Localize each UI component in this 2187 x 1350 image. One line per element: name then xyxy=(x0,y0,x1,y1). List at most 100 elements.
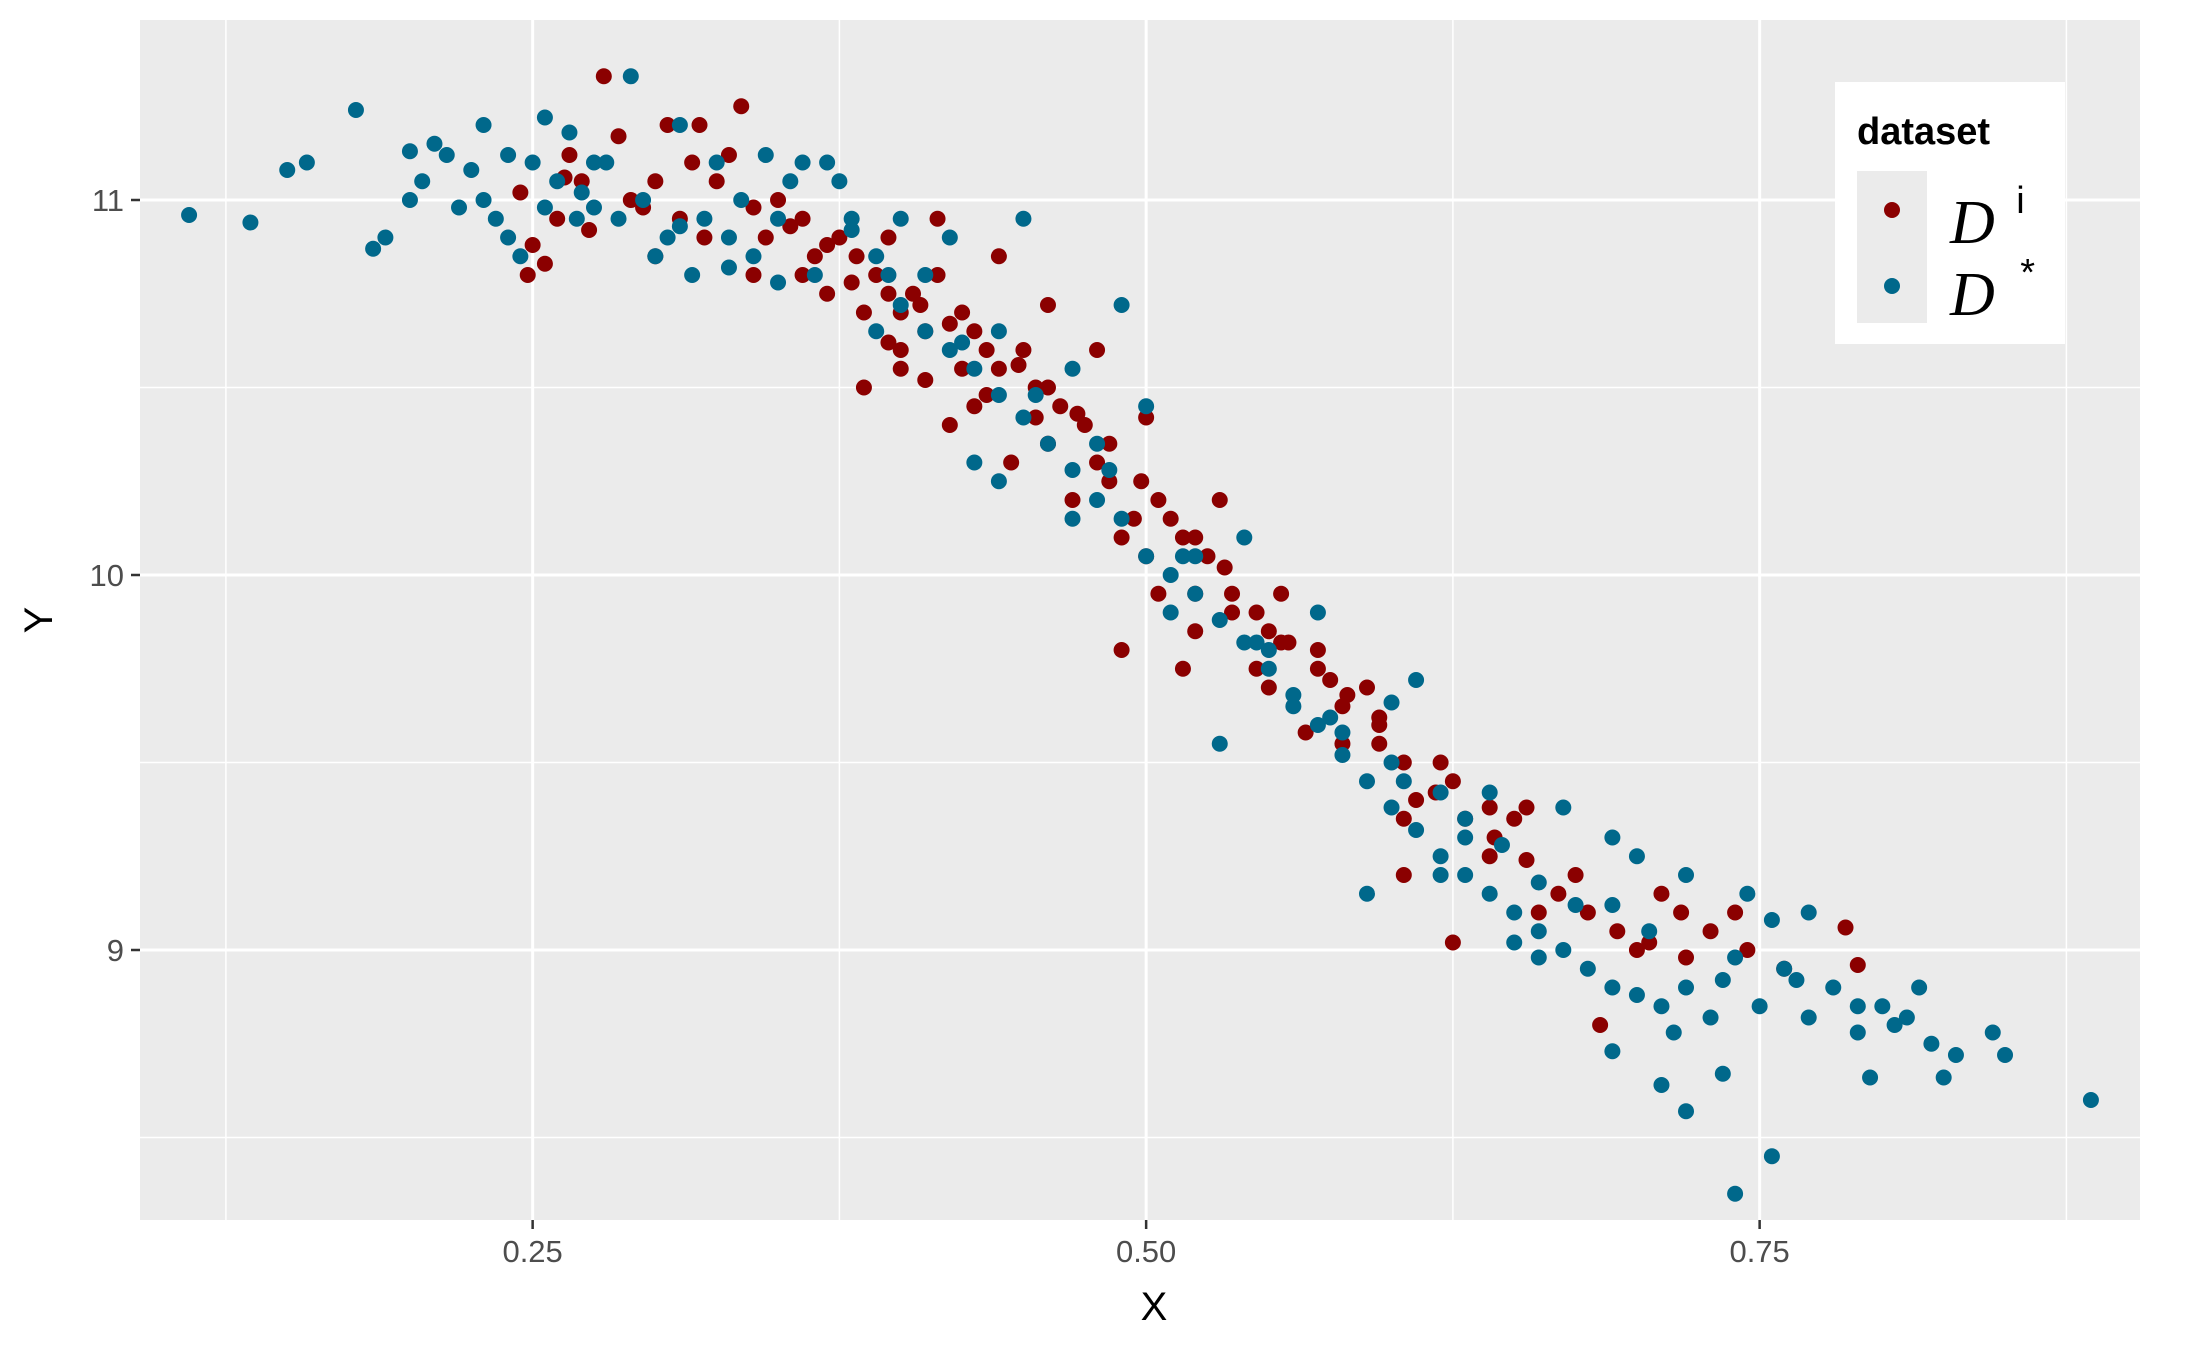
d-i-point xyxy=(1739,942,1756,958)
d-star-point xyxy=(1260,642,1277,658)
d-star-point xyxy=(1555,799,1572,816)
d-star-point xyxy=(1530,923,1547,940)
d-i-point xyxy=(610,128,627,145)
d-i-point xyxy=(1309,660,1326,677)
d-i-point xyxy=(733,98,750,115)
d-i-point xyxy=(1101,473,1118,490)
d-i-point xyxy=(966,398,983,415)
d-star-point xyxy=(1089,492,1106,508)
d-star-point xyxy=(1665,1024,1682,1041)
x-tick-label: 0.75 xyxy=(1729,1234,1789,1269)
d-i-point xyxy=(843,274,860,291)
d-i-point xyxy=(561,147,578,163)
d-star-point xyxy=(941,342,958,358)
d-star-point xyxy=(1947,1047,1964,1063)
y-tick-label: 10 xyxy=(90,558,124,593)
d-i-point xyxy=(1579,904,1596,921)
d-i-point xyxy=(782,218,799,235)
d-star-point xyxy=(1064,510,1081,527)
d-i-point xyxy=(1481,799,1498,816)
legend-label-d-star: D * xyxy=(1949,252,2035,329)
d-star-point xyxy=(1322,709,1339,726)
d-star-point xyxy=(1641,923,1658,940)
major-gridlines xyxy=(140,20,2140,1220)
d-star-point xyxy=(696,210,713,227)
d-i-point xyxy=(1039,297,1056,313)
d-star-point xyxy=(500,147,517,163)
d-star-point xyxy=(1530,874,1547,891)
d-star-point xyxy=(733,192,750,208)
d-star-point xyxy=(1862,1069,1879,1086)
d-star-point xyxy=(990,387,1007,403)
d-star-point xyxy=(414,173,431,190)
d-star-point xyxy=(1432,867,1449,883)
d-i-point xyxy=(1248,604,1265,621)
d-i-point xyxy=(512,184,529,201)
d-star-point xyxy=(1383,754,1400,771)
d-star-point xyxy=(1678,867,1695,883)
d-i-point xyxy=(757,229,774,246)
d-star-point xyxy=(401,192,418,208)
d-star-point xyxy=(1383,694,1400,711)
d-star-point xyxy=(671,218,688,235)
d-i-point xyxy=(1444,934,1461,951)
d-i-point xyxy=(1089,454,1106,471)
d-star-point xyxy=(1481,784,1498,801)
d-star-point xyxy=(1138,398,1155,415)
d-star-point xyxy=(1800,904,1817,921)
minor-gridlines xyxy=(140,20,2140,1220)
d-i-point xyxy=(1849,957,1866,973)
d-star-point xyxy=(1113,510,1130,527)
d-i-point xyxy=(929,210,946,227)
d-i-point xyxy=(1673,904,1690,921)
d-star-point xyxy=(892,210,909,227)
legend-title: dataset xyxy=(1857,111,1990,153)
d-i-point xyxy=(855,304,872,321)
d-i-point xyxy=(954,304,971,321)
d-i-point xyxy=(770,192,787,208)
d-i-point xyxy=(1064,492,1081,508)
d-star-point xyxy=(990,323,1007,340)
d-star-point xyxy=(720,229,737,246)
d-star-point xyxy=(1800,1009,1817,1026)
d-i-point xyxy=(806,248,823,265)
d-star-point xyxy=(1383,799,1400,816)
d-star-point xyxy=(1211,612,1228,628)
d-star-point xyxy=(536,199,553,216)
d-star-point xyxy=(1358,885,1375,902)
d-star-point xyxy=(1727,1185,1744,1202)
d-star-point xyxy=(843,222,860,238)
d-star-point xyxy=(1138,548,1155,565)
d-i-point xyxy=(1408,792,1425,808)
d-i-point xyxy=(1003,454,1020,471)
d-i-point xyxy=(1174,529,1191,546)
d-i-point xyxy=(1837,919,1854,936)
d-star-point xyxy=(1187,548,1204,565)
d-star-point xyxy=(868,323,885,340)
d-i-point xyxy=(855,379,872,396)
d-i-point xyxy=(1444,773,1461,790)
d-i-point xyxy=(1609,923,1626,940)
d-i-point xyxy=(941,315,958,332)
d-i-point xyxy=(1133,473,1150,490)
d-i-point xyxy=(1481,848,1498,865)
legend: dataset D i D * xyxy=(1835,82,2065,344)
d-star-point xyxy=(684,267,701,283)
d-star-point xyxy=(1653,998,1670,1015)
d-i-point xyxy=(990,248,1007,265)
d-star-point xyxy=(782,173,799,190)
d-star-point xyxy=(917,323,934,340)
d-star-point xyxy=(1653,1077,1670,1093)
d-star-point xyxy=(1015,409,1032,426)
d-i-point xyxy=(1138,409,1155,426)
d-star-point xyxy=(536,109,553,126)
d-star-point xyxy=(1309,717,1326,733)
d-star-point xyxy=(1162,604,1179,621)
d-star-point xyxy=(610,210,627,227)
d-star-point xyxy=(1604,829,1621,846)
d-star-point xyxy=(954,334,971,351)
d-i-point xyxy=(581,222,598,238)
d-star-point xyxy=(438,147,455,163)
d-star-point xyxy=(1101,462,1118,478)
